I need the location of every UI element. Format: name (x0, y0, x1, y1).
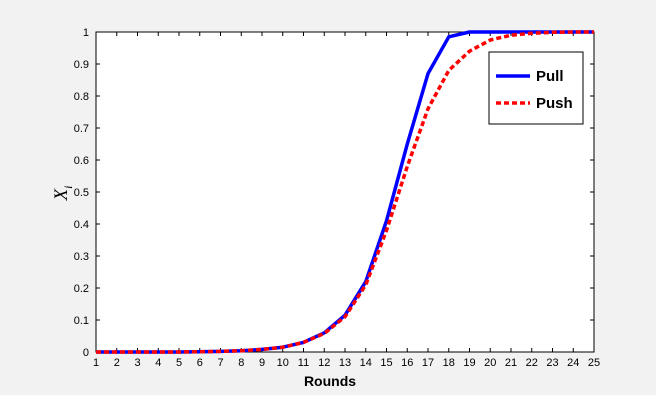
x-tick-label: 21 (505, 357, 517, 369)
y-tick-label: 0.6 (74, 155, 89, 167)
y-tick-label: 0.7 (74, 123, 89, 135)
x-axis-title: Rounds (304, 373, 356, 389)
data-point-push (427, 108, 429, 110)
x-tick-label: 17 (422, 357, 434, 369)
x-tick-label: 24 (567, 357, 579, 369)
legend-label-push: Push (536, 95, 573, 112)
data-point-push (219, 350, 221, 352)
data-point-push (593, 31, 595, 33)
legend-box (488, 51, 584, 125)
y-tick-label: 0.3 (74, 251, 89, 263)
data-point-push (302, 341, 304, 343)
data-point-push (406, 165, 408, 167)
y-axis-title-sub: i (61, 186, 75, 189)
x-tick-label: 12 (318, 357, 330, 369)
series-line-push (96, 30, 594, 354)
x-tick-label: 23 (546, 357, 558, 369)
data-point-push (572, 31, 574, 33)
y-tick-label: 0.1 (74, 315, 89, 327)
x-tick-label: 5 (176, 357, 182, 369)
y-axis-title: Xi (51, 186, 75, 202)
data-point-push (240, 350, 242, 352)
x-tick-label: 15 (380, 357, 392, 369)
data-point-pull (427, 72, 429, 74)
x-tick-label: 8 (238, 357, 244, 369)
x-tick-label: 3 (134, 357, 140, 369)
data-point-pull (385, 220, 387, 222)
x-tick-label: 20 (484, 357, 496, 369)
data-point-push (323, 332, 325, 334)
x-tick-label: 2 (114, 357, 120, 369)
data-point-push (178, 351, 180, 353)
legend-label-pull: Pull (536, 68, 564, 85)
legend: Pull Push (488, 51, 584, 125)
x-tick-label: 6 (197, 357, 203, 369)
data-point-push (199, 350, 201, 352)
data-point-push (136, 351, 138, 353)
x-tick-label: 1 (93, 357, 99, 369)
y-tick-label: 1 (83, 27, 89, 39)
svg-text:Xi: Xi (51, 186, 75, 202)
data-point-push (385, 229, 387, 231)
data-point-push (282, 346, 284, 348)
y-axis-title-main: X (51, 187, 72, 201)
x-tick-label: 11 (298, 357, 309, 369)
data-point-push (95, 351, 97, 353)
x-tick-label: 25 (588, 357, 600, 369)
data-point-push (344, 316, 346, 318)
data-point-push (510, 34, 512, 36)
data-point-push (157, 351, 159, 353)
data-point-push (365, 284, 367, 286)
data-point-pull (468, 31, 470, 33)
x-tick-label: 22 (526, 357, 538, 369)
x-tick-label: 14 (360, 357, 372, 369)
data-point-pull (489, 31, 491, 33)
y-tick-label: 0.9 (74, 59, 89, 71)
data-point-push (551, 31, 553, 33)
x-tick-label: 16 (401, 357, 413, 369)
y-tick-label: 0.2 (74, 283, 89, 295)
y-tick-label: 0.4 (74, 219, 89, 231)
series-lines (95, 30, 595, 354)
data-point-push (116, 351, 118, 353)
x-tick-label: 4 (155, 357, 161, 369)
data-point-push (261, 348, 263, 350)
data-point-push (448, 69, 450, 71)
data-point-pull (510, 31, 512, 33)
data-point-push (489, 39, 491, 41)
data-point-push (468, 50, 470, 52)
axis-ticks: 1 2 3 4 5 6 7 8 9 10 11 12 13 14 15 16 17 18 19 20 21 22 23 24 2… (74, 27, 600, 369)
y-tick-label: 0.8 (74, 91, 89, 103)
x-tick-label: 19 (463, 357, 475, 369)
x-tick-label: 9 (259, 357, 265, 369)
y-tick-label: 0.5 (74, 187, 89, 199)
data-point-push (531, 32, 533, 34)
y-tick-label: 0 (83, 347, 89, 359)
x-tick-label: 10 (277, 357, 289, 369)
x-tick-label: 13 (339, 357, 351, 369)
x-tick-label: 7 (217, 357, 223, 369)
data-point-pull (406, 143, 408, 145)
x-tick-label: 18 (443, 357, 455, 369)
data-point-pull (448, 36, 450, 38)
